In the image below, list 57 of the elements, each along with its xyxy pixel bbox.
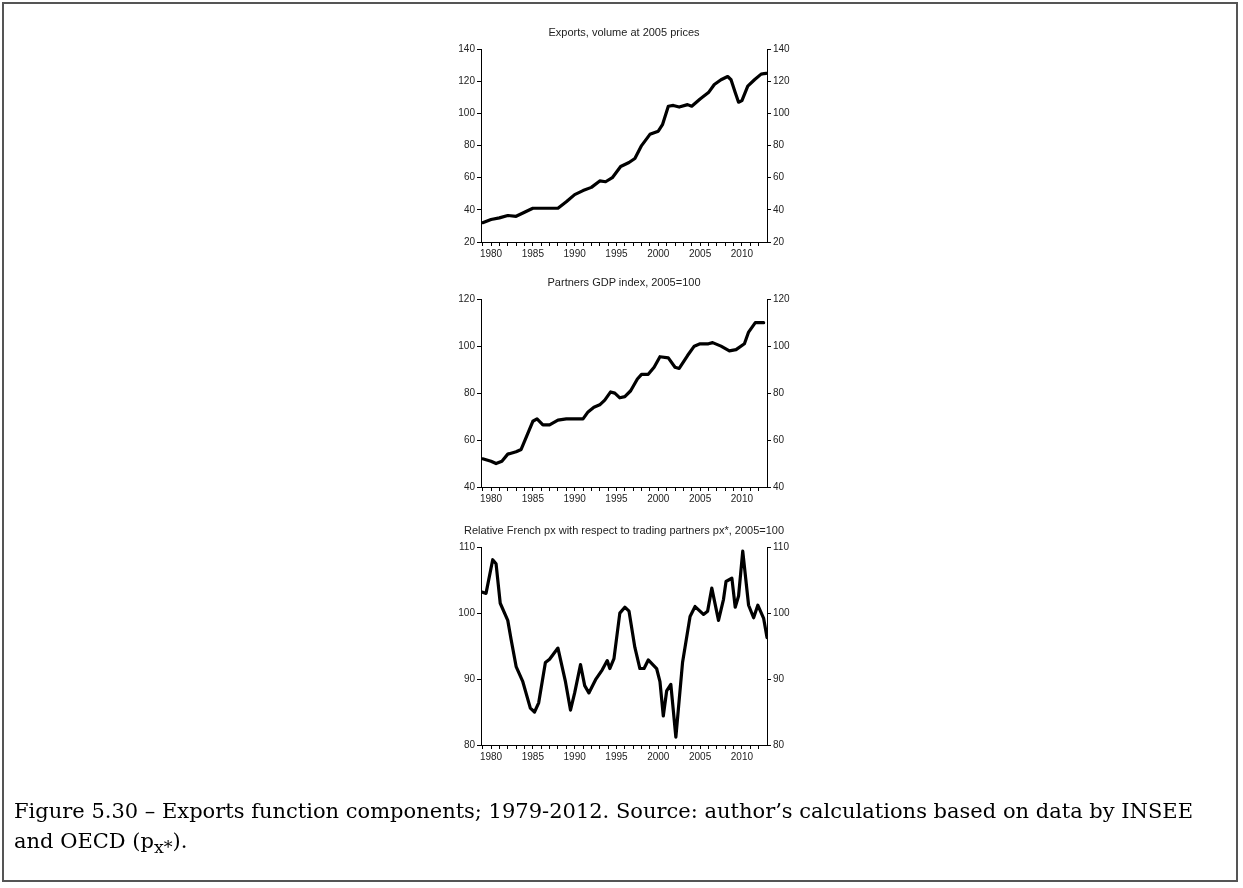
- x-tick-label: 1985: [521, 750, 545, 762]
- y-tick-label: 40: [463, 480, 476, 492]
- y2-tick-label: 90: [773, 672, 785, 684]
- y2-tick-label: 140: [773, 42, 791, 54]
- y-tick-label: 80: [463, 139, 476, 151]
- y-tick-label: 100: [458, 107, 476, 119]
- x-tick-label: 2000: [647, 492, 670, 504]
- y-tick-label: 40: [463, 203, 476, 215]
- x-tick-label: 1980: [479, 492, 503, 504]
- y2-tick-label: 120: [773, 292, 791, 304]
- x-tick-label: 1990: [563, 750, 587, 762]
- caption: Figure 5.30 – Exports function components; 1979-2012. Source: author’s calculations based on data by INSEE and OECD (p$_{x*}$).: [14, 798, 1195, 860]
- x-tick-label: 2005: [688, 492, 712, 504]
- x-tick-label: 2010: [730, 750, 754, 762]
- y2-tick-label: 100: [773, 606, 791, 618]
- x-tick-label: 2010: [730, 247, 754, 259]
- y2-tick-label: 60: [773, 171, 785, 183]
- x-tick-label: 1995: [605, 750, 629, 762]
- y-tick-label: 120: [458, 75, 476, 87]
- y2-tick-label: 80: [773, 139, 785, 151]
- chart-title: Relative French px with respect to trading partners px*, 2005=100: [463, 523, 785, 536]
- y-tick-label: 100: [458, 606, 476, 618]
- x-tick-label: 2000: [647, 750, 670, 762]
- x-tick-label: 1985: [521, 492, 545, 504]
- x-tick-label: 1990: [563, 247, 587, 259]
- x-tick-label: 2005: [688, 247, 712, 259]
- chart-title: Partners GDP index, 2005=100: [547, 275, 701, 288]
- y-tick-label: 110: [459, 540, 476, 552]
- y2-tick-label: 110: [773, 540, 790, 552]
- y-tick-label: 100: [458, 339, 476, 351]
- x-tick-label: 1990: [563, 492, 587, 504]
- y-tick-label: 80: [463, 738, 476, 750]
- y2-tick-label: 40: [773, 480, 785, 492]
- x-tick-label: 1980: [479, 750, 503, 762]
- y2-tick-label: 120: [773, 75, 791, 87]
- y2-tick-label: 100: [773, 107, 791, 119]
- x-tick-label: 1995: [605, 247, 629, 259]
- x-tick-label: 2005: [688, 750, 712, 762]
- y2-tick-label: 80: [773, 386, 785, 398]
- y2-tick-label: 40: [773, 203, 785, 215]
- x-tick-label: 1995: [605, 492, 629, 504]
- y-tick-label: 60: [463, 171, 476, 183]
- y-tick-label: 120: [458, 292, 476, 304]
- chart-title: Exports, volume at 2005 prices: [548, 25, 700, 38]
- x-tick-label: 1980: [479, 247, 503, 259]
- x-tick-label: 1985: [521, 247, 545, 259]
- y2-tick-label: 20: [773, 235, 785, 247]
- y-tick-label: 20: [463, 235, 476, 247]
- y2-tick-label: 80: [773, 738, 785, 750]
- y2-tick-label: 100: [773, 339, 791, 351]
- y2-tick-label: 60: [773, 433, 785, 445]
- y-tick-label: 60: [463, 433, 476, 445]
- x-tick-label: 2010: [730, 492, 754, 504]
- x-tick-label: 2000: [647, 247, 670, 259]
- y-tick-label: 140: [458, 42, 476, 54]
- y-tick-label: 80: [463, 386, 476, 398]
- y-tick-label: 90: [463, 672, 476, 684]
